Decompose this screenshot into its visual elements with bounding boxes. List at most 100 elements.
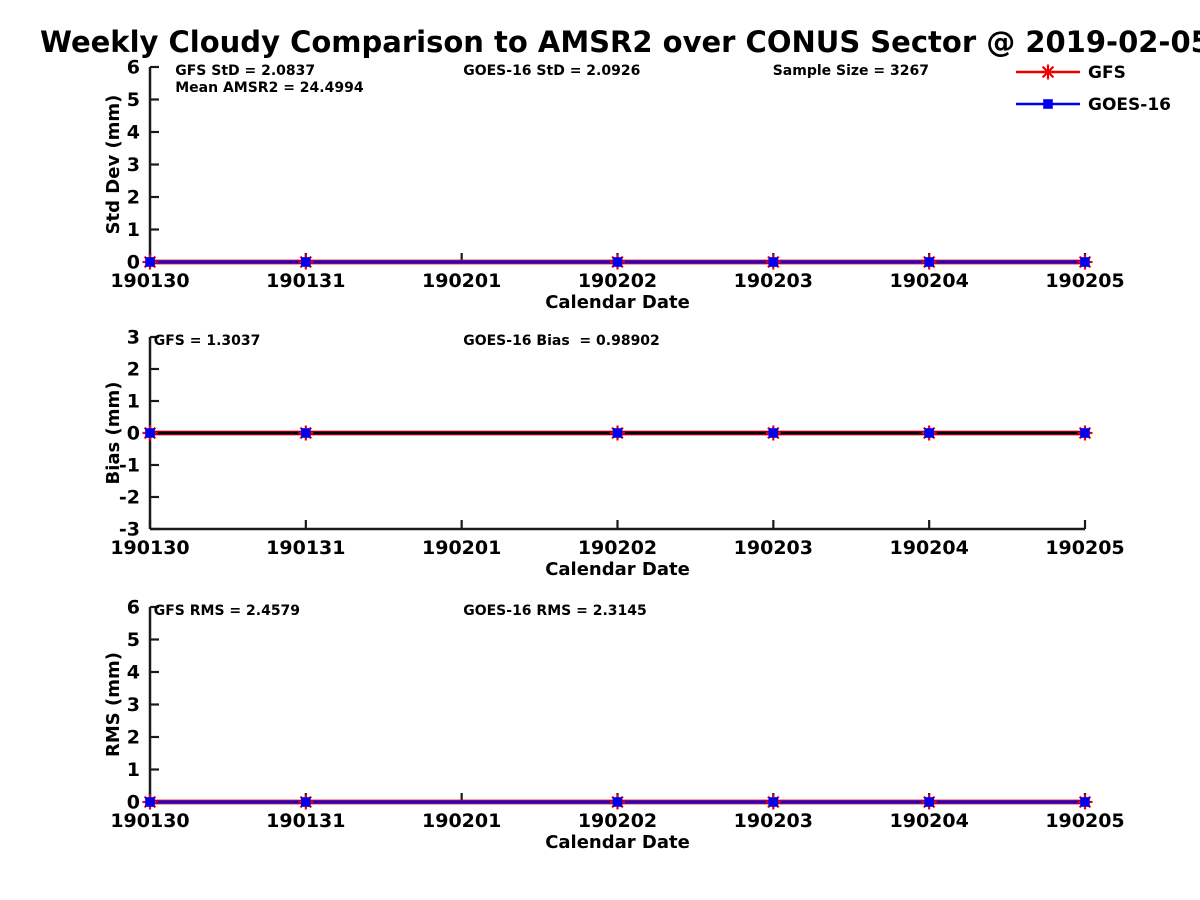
legend-label: GOES-16 — [1088, 95, 1171, 115]
square-fill — [145, 797, 155, 807]
legend: GFS GOES-16 — [1016, 63, 1171, 115]
legend-item-gfs: GFS — [1016, 63, 1126, 83]
annotation-text: GFS = 1.3037 — [154, 333, 261, 349]
x-tick-label: 190205 — [1045, 270, 1124, 292]
square-fill — [301, 257, 311, 267]
legend-item-goes-16: GOES-16 — [1016, 95, 1171, 115]
square-fill — [1080, 428, 1090, 438]
x-tick-label: 190203 — [734, 537, 813, 559]
annotation-text: GOES-16 Bias = 0.98902 — [463, 333, 660, 349]
square-fill — [612, 257, 623, 267]
marker-goes-16-square — [924, 257, 934, 267]
x-axis-title: Calendar Date — [545, 292, 690, 313]
asterisk-stroke — [1041, 65, 1055, 79]
annotation-text: GOES-16 RMS = 2.3145 — [463, 603, 647, 619]
y-tick-label: 2 — [127, 359, 140, 381]
marker-goes-16-square — [768, 797, 779, 807]
x-tick-label: 190203 — [734, 270, 813, 292]
y-tick-label: 6 — [127, 57, 140, 79]
y-tick-label: 1 — [127, 219, 140, 241]
legend-label: GFS — [1088, 63, 1126, 83]
marker-goes-16-square — [301, 257, 311, 267]
annotation-text: Sample Size = 3267 — [773, 63, 929, 79]
square-fill — [768, 428, 779, 438]
y-axis-title: RMS (mm) — [103, 652, 124, 757]
x-tick-label: 190202 — [578, 810, 657, 832]
marker-goes-16-square — [768, 257, 779, 267]
x-tick-label: 190130 — [110, 810, 189, 832]
marker-goes-16-square — [612, 428, 623, 438]
marker-goes-16-square — [612, 257, 623, 267]
y-tick-label: 3 — [127, 327, 140, 349]
x-tick-label: 190201 — [422, 270, 501, 292]
marker-goes-16-square — [1080, 428, 1090, 438]
x-tick-label: 190131 — [266, 537, 345, 559]
x-tick-label: 190130 — [110, 270, 189, 292]
square-fill — [1080, 257, 1090, 267]
annotation-text: GFS RMS = 2.4579 — [154, 603, 300, 619]
x-tick-label: 190130 — [110, 537, 189, 559]
y-tick-label: -2 — [119, 487, 140, 509]
y-tick-label: 0 — [127, 423, 140, 445]
square-fill — [301, 428, 311, 438]
annotation-text: Mean AMSR2 = 24.4994 — [175, 80, 364, 96]
y-tick-label: 1 — [127, 759, 140, 781]
y-tick-label: 5 — [127, 629, 140, 651]
x-tick-label: 190205 — [1045, 810, 1124, 832]
square-fill — [1080, 797, 1090, 807]
marker-goes-16-square — [1080, 257, 1090, 267]
chart-title: Weekly Cloudy Comparison to AMSR2 over C… — [40, 25, 1200, 59]
x-axis-title: Calendar Date — [545, 559, 690, 580]
y-tick-label: 5 — [127, 89, 140, 111]
y-tick-label: -3 — [119, 519, 140, 541]
y-tick-label: 0 — [127, 792, 140, 814]
square-fill — [768, 257, 779, 267]
square-fill — [924, 428, 934, 438]
x-tick-label: 190131 — [266, 270, 345, 292]
marker-goes-16-square — [145, 797, 155, 807]
marker-goes-16-square — [924, 428, 934, 438]
marker-gfs-asterisk — [1040, 64, 1056, 80]
x-tick-label: 190201 — [422, 537, 501, 559]
square-fill — [768, 797, 779, 807]
y-tick-label: 4 — [127, 122, 140, 144]
subplot-bias: -3 -2 -1 0 1 2 3 190130 190131 190201 190202 190203… — [103, 327, 1125, 581]
x-tick-label: 190204 — [890, 810, 969, 832]
square-fill — [1043, 99, 1053, 109]
x-tick-label: 190205 — [1045, 537, 1124, 559]
y-axis-title: Std Dev (mm) — [103, 95, 124, 235]
y-tick-label: 2 — [127, 187, 140, 209]
square-fill — [145, 428, 155, 438]
square-fill — [145, 257, 155, 267]
y-tick-label: 2 — [127, 727, 140, 749]
square-fill — [301, 797, 311, 807]
marker-goes-16-square — [145, 428, 155, 438]
y-axis-title: Bias (mm) — [103, 382, 124, 485]
x-tick-label: 190202 — [578, 270, 657, 292]
marker-goes-16-square — [1043, 99, 1053, 109]
subplot-std-dev: 0 1 2 3 4 5 6 190130 190131 190201 190202 190203 190… — [103, 57, 1125, 314]
square-fill — [924, 797, 934, 807]
x-tick-label: 190201 — [422, 810, 501, 832]
y-tick-label: 0 — [127, 252, 140, 274]
square-fill — [924, 257, 934, 267]
x-tick-label: 190203 — [734, 810, 813, 832]
square-fill — [612, 797, 623, 807]
square-fill — [612, 428, 623, 438]
x-tick-label: 190204 — [890, 270, 969, 292]
x-tick-label: 190131 — [266, 810, 345, 832]
y-tick-label: 6 — [127, 597, 140, 619]
y-tick-label: 3 — [127, 154, 140, 176]
y-tick-label: 3 — [127, 694, 140, 716]
y-tick-label: -1 — [119, 455, 140, 477]
x-axis-title: Calendar Date — [545, 832, 690, 853]
marker-goes-16-square — [924, 797, 934, 807]
annotation-text: GFS StD = 2.0837 — [175, 63, 315, 79]
marker-goes-16-square — [612, 797, 623, 807]
x-tick-label: 190202 — [578, 537, 657, 559]
x-tick-label: 190204 — [890, 537, 969, 559]
y-tick-label: 4 — [127, 662, 140, 684]
marker-goes-16-square — [301, 428, 311, 438]
